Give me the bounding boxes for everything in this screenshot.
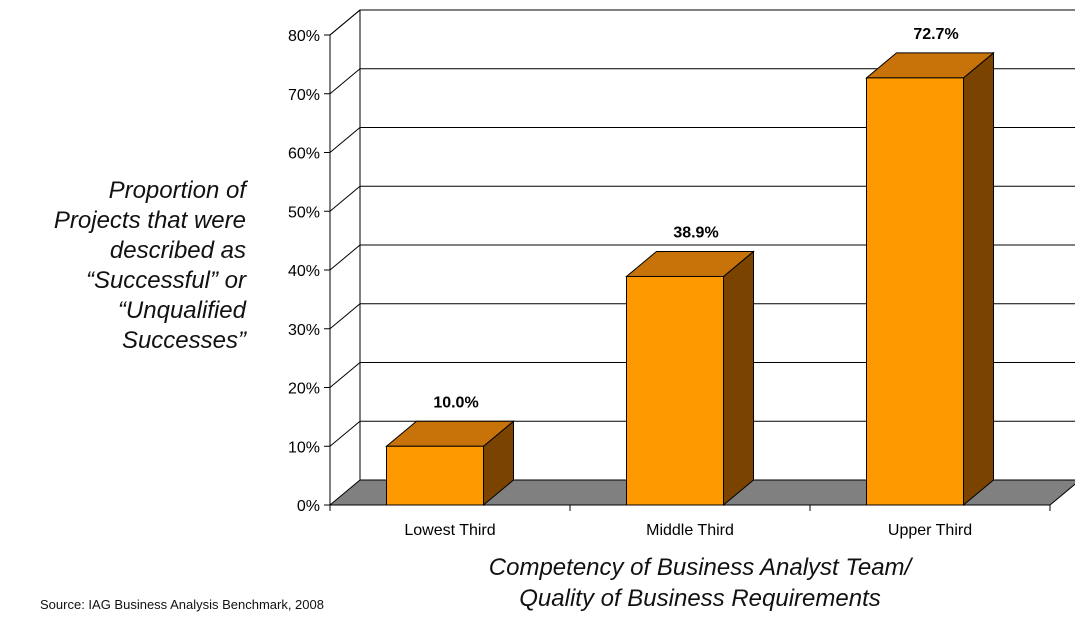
x-tick-label: Middle Third	[646, 522, 734, 539]
data-label: 72.7%	[913, 26, 958, 43]
x-tick-label: Lowest Third	[404, 522, 495, 539]
gridline	[329, 303, 1075, 330]
y-tick-label: 80%	[288, 28, 320, 45]
y-axis-title: Proportion of Projects that were describ…	[0, 176, 246, 356]
data-labels: 10.0% 38.9% 72.7%	[433, 26, 958, 411]
x-axis-title-line: Quality of Business Requirements	[519, 585, 881, 612]
y-axis-title-line: described as	[109, 237, 246, 264]
y-axis-title-line: “Successful” or	[85, 267, 246, 294]
y-tick-label: 0%	[297, 498, 320, 515]
y-tick-label: 50%	[288, 204, 320, 221]
bar-front-face	[386, 445, 484, 506]
gridline	[329, 420, 1075, 447]
gridlines	[329, 9, 1075, 447]
bar	[625, 250, 755, 507]
gridline	[329, 362, 1075, 388]
gridline	[329, 9, 1075, 36]
data-label: 10.0%	[433, 394, 478, 411]
x-axis: Lowest Third Middle Third Upper Third	[329, 504, 1051, 539]
bar	[865, 51, 995, 507]
y-axis-title-line: Proportion of	[108, 177, 246, 204]
bar-front-face	[866, 77, 964, 506]
y-axis-title-line: Projects that were	[53, 207, 246, 234]
bar-side-face	[963, 51, 994, 507]
gridline	[329, 127, 1075, 153]
y-axis: 0% 10% 20% 30% 40% 50% 60% 70% 80%	[288, 28, 331, 515]
y-tick-label: 20%	[288, 381, 320, 398]
data-label: 38.9%	[673, 224, 718, 241]
x-tick-label: Upper Third	[888, 522, 972, 539]
y-tick-label: 70%	[288, 87, 320, 104]
y-axis-title-line: “Unqualified	[117, 297, 246, 324]
gridline	[329, 185, 1075, 212]
y-tick-label: 60%	[288, 146, 320, 163]
x-axis-title: Competency of Business Analyst Team/ Qua…	[330, 552, 1070, 614]
gridline	[329, 68, 1075, 95]
bar-front-face	[626, 275, 724, 506]
y-axis-title-line: Successes”	[121, 327, 246, 354]
y-tick-label: 40%	[288, 263, 320, 280]
source-note: Source: IAG Business Analysis Benchmark,…	[40, 597, 324, 612]
bars	[385, 51, 995, 507]
gridline	[329, 244, 1075, 271]
y-tick-label: 30%	[288, 322, 320, 339]
x-axis-title-line: Competency of Business Analyst Team/	[488, 554, 912, 581]
bar	[385, 420, 515, 507]
bar-side-face	[723, 250, 754, 507]
y-tick-label: 10%	[288, 439, 320, 456]
